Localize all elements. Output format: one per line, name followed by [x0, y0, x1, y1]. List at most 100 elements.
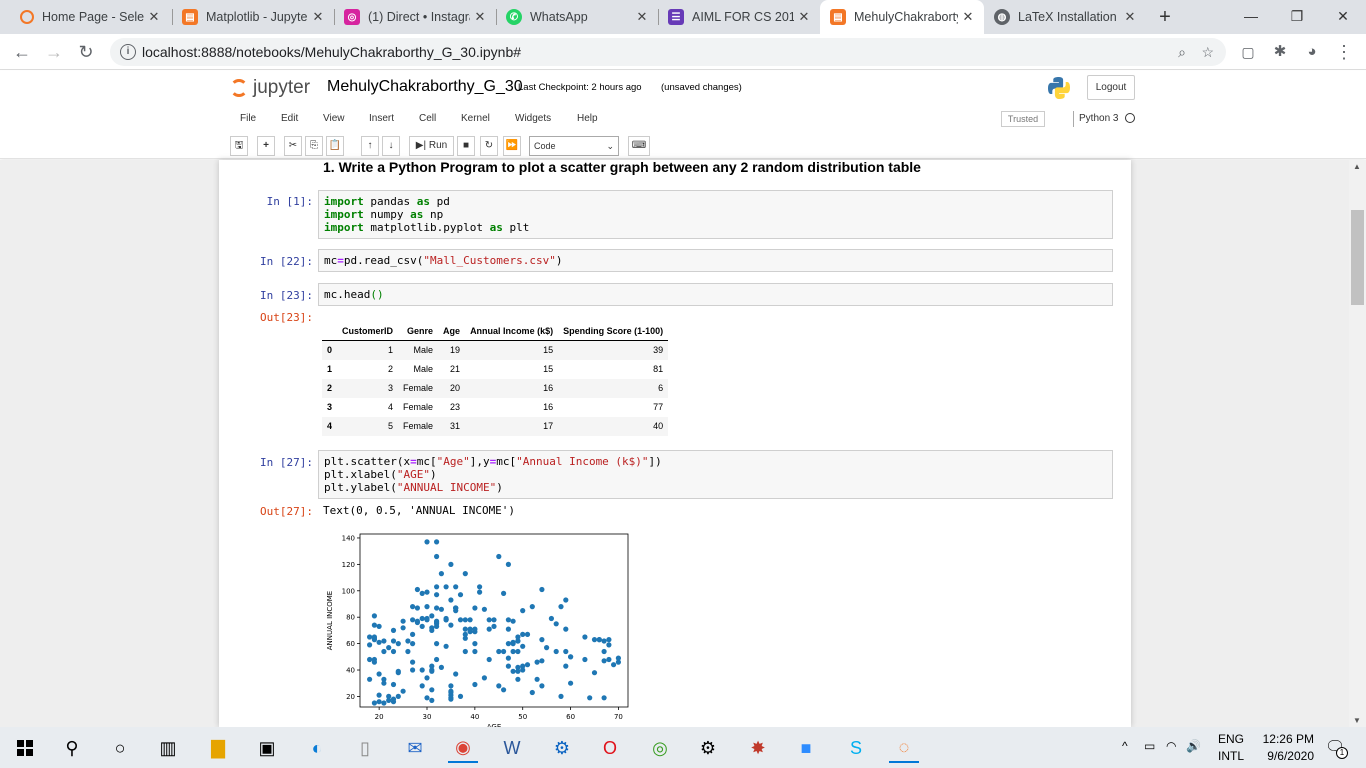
scatter-point — [601, 695, 607, 701]
wifi-icon[interactable]: ◠ — [1166, 739, 1177, 753]
menu-help[interactable]: Help — [577, 113, 598, 124]
insert-cell-button[interactable]: + — [257, 136, 275, 156]
logout-button[interactable]: Logout — [1087, 75, 1135, 100]
language-bottom[interactable]: INTL — [1218, 749, 1245, 763]
star-icon[interactable]: ☆ — [1201, 44, 1214, 60]
avatar[interactable]: ◕ — [1307, 43, 1317, 60]
trusted-badge[interactable]: Trusted — [1001, 111, 1045, 127]
tab-mehuly-active[interactable]: ▤ MehulyChakraborty ✕ — [820, 0, 984, 34]
tab-instagram[interactable]: ◎ (1) Direct • Instagram ✕ — [334, 0, 496, 34]
scroll-up-icon[interactable]: ▲ — [1353, 162, 1361, 171]
cortana-icon[interactable]: ○ — [114, 737, 126, 758]
language-top[interactable]: ENG — [1218, 732, 1245, 746]
address-bar[interactable]: i localhost:8888/notebooks/MehulyChakrab… — [110, 38, 1226, 66]
scatter-point — [376, 623, 382, 629]
fast-forward-icon[interactable]: ⏩ — [503, 136, 521, 156]
close-window-button[interactable]: ✕ — [1337, 8, 1349, 24]
forward-icon[interactable]: → — [45, 42, 63, 62]
volume-icon[interactable]: 🔊 — [1186, 739, 1201, 753]
back-icon[interactable]: ← — [13, 42, 31, 62]
instagram-icon: ◎ — [344, 9, 360, 25]
code-cell-read-csv[interactable]: mc=pd.read_csv("Mall_Customers.csv") — [318, 249, 1113, 272]
stop-icon[interactable]: ■ — [457, 136, 475, 156]
mail-icon[interactable]: ✉ — [407, 737, 423, 758]
menu-kernel[interactable]: Kernel — [461, 113, 490, 124]
table-cell: Female — [403, 402, 434, 412]
windows-start-icon[interactable] — [10, 733, 40, 763]
reload-icon[interactable]: ↻ — [78, 42, 94, 62]
close-icon[interactable]: ✕ — [148, 9, 160, 24]
move-up-icon[interactable]: ↑ — [361, 136, 379, 156]
zoom-icon[interactable]: ⌕ — [1178, 44, 1186, 60]
anaconda-icon[interactable]: ◎ — [652, 737, 668, 758]
menu-insert[interactable]: Insert — [369, 113, 395, 124]
move-down-icon[interactable]: ↓ — [382, 136, 400, 156]
settings-icon[interactable]: ⚙ — [699, 737, 717, 758]
close-icon[interactable]: ✕ — [312, 9, 324, 24]
scatter-point — [457, 617, 464, 623]
edge-icon[interactable]: ◐ — [311, 737, 323, 758]
scroll-down-icon[interactable]: ▼ — [1353, 716, 1361, 725]
table-cell: 81 — [653, 364, 664, 374]
copy-icon[interactable]: ⎘ — [305, 136, 323, 156]
info-icon[interactable]: i — [120, 44, 136, 60]
restart-icon[interactable]: ↻ — [480, 136, 498, 156]
paste-icon[interactable]: 📋 — [326, 136, 344, 156]
table-row: 2 3 Female 20 16 6 — [322, 378, 669, 398]
maximize-button[interactable]: ❐ — [1290, 8, 1304, 24]
keyboard-icon[interactable]: ⌨ — [628, 136, 650, 156]
notebook-name[interactable]: MehulyChakraborthy_G_30 — [327, 78, 523, 95]
search-icon[interactable]: ⚲ — [65, 737, 79, 758]
scatter-point — [491, 623, 497, 629]
code-cell-scatter[interactable]: plt.scatter(x=mc["Age"],y=mc["Annual Inc… — [318, 450, 1113, 499]
store-icon[interactable]: ▣ — [258, 737, 276, 758]
jupyter-taskbar-icon[interactable]: ◌ — [889, 733, 919, 763]
close-icon[interactable]: ✕ — [636, 9, 648, 24]
skype-icon[interactable]: S — [849, 737, 862, 758]
code-cell-head[interactable]: mc.head() — [318, 283, 1113, 306]
menu-file[interactable]: File — [240, 113, 257, 124]
chevron-up-icon[interactable]: ^ — [1122, 739, 1128, 753]
tab-aiml[interactable]: ☰ AIML FOR CS 2019 ✕ — [658, 0, 820, 34]
task-view-icon[interactable]: ▥ — [159, 737, 177, 758]
jupyter-logo[interactable]: jupyter — [230, 77, 310, 99]
menu-widgets[interactable]: Widgets — [515, 113, 552, 124]
opera-icon[interactable]: O — [602, 737, 617, 758]
scrollbar[interactable]: ▲ ▼ — [1349, 160, 1366, 727]
tab-home-page[interactable]: Home Page - Select ✕ — [10, 0, 170, 34]
game-icon[interactable]: ✸ — [750, 737, 766, 758]
chrome-icon[interactable]: ◉ — [448, 733, 478, 763]
tab-latex[interactable]: ◍ LaTeX Installation ✕ — [984, 0, 1146, 34]
menu-edit[interactable]: Edit — [281, 113, 299, 124]
new-tab-button[interactable]: + — [1159, 6, 1171, 28]
puzzle-icon[interactable]: ✱ — [1273, 43, 1287, 60]
save-icon[interactable]: 🖫 — [230, 136, 248, 156]
close-icon[interactable]: ✕ — [474, 9, 486, 24]
menu-cell[interactable]: Cell — [419, 113, 437, 124]
scatter-point — [539, 683, 545, 689]
code-cell-imports[interactable]: import pandas as pd import numpy as np i… — [318, 190, 1113, 239]
menu-dots-icon[interactable]: ⋮ — [1335, 42, 1353, 62]
minimize-button[interactable]: — — [1244, 8, 1258, 24]
close-icon[interactable]: ✕ — [798, 9, 810, 24]
control-panel-icon[interactable]: ⚙ — [553, 737, 571, 758]
battery-icon[interactable]: ▭ — [1144, 739, 1156, 753]
run-button[interactable]: ▶| Run — [409, 136, 454, 156]
close-icon[interactable]: ✕ — [1124, 9, 1136, 24]
scrollbar-thumb[interactable] — [1351, 210, 1364, 305]
close-icon[interactable]: ✕ — [962, 9, 974, 24]
file-explorer-icon[interactable]: ▇ — [211, 737, 225, 758]
notepad-icon[interactable]: ▯ — [360, 737, 370, 758]
menu-view[interactable]: View — [323, 113, 345, 124]
table-cell: 4 — [388, 402, 394, 412]
zoom-app-icon[interactable]: ■ — [800, 737, 812, 758]
word-icon[interactable]: W — [503, 737, 521, 758]
tab-matplotlib[interactable]: ▤ Matplotlib - Jupyter ✕ — [172, 0, 334, 34]
tab-whatsapp[interactable]: ✆ WhatsApp ✕ — [496, 0, 658, 34]
cut-icon[interactable]: ✂ — [284, 136, 302, 156]
tab-title: WhatsApp — [530, 10, 588, 24]
cell-type-select[interactable]: Code ⌄ — [529, 136, 619, 156]
clock-date[interactable]: 9/6/2020 — [1267, 749, 1314, 763]
clock-time[interactable]: 12:26 PM — [1262, 732, 1314, 746]
extension-icon[interactable]: ▢ — [1241, 44, 1255, 60]
